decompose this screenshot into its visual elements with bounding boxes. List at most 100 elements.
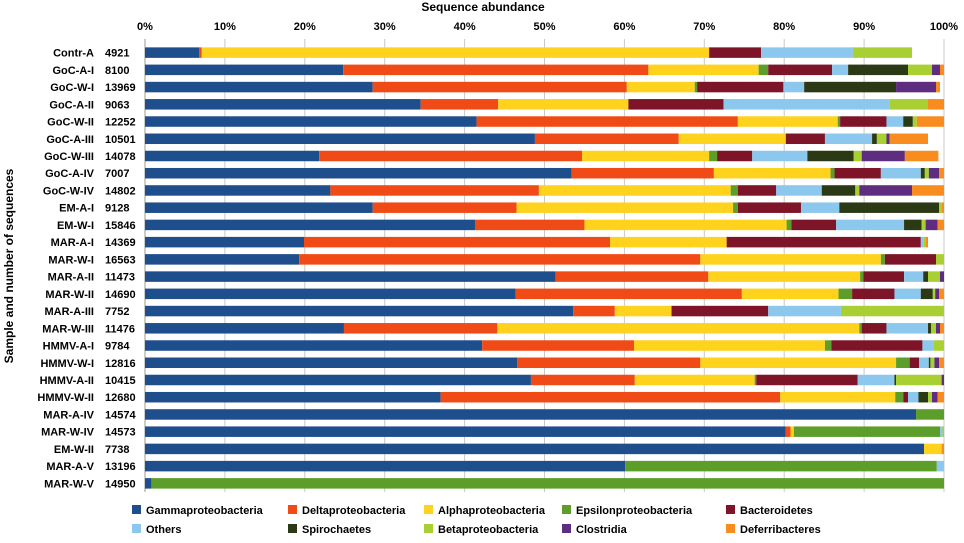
bar-segment: [928, 271, 941, 282]
bar-segment: [936, 460, 944, 472]
bar-segment: [886, 133, 890, 145]
bar-segment: [941, 443, 944, 455]
bar-segment: [530, 374, 635, 386]
bar-segment: [939, 357, 944, 369]
bar-segment: [824, 340, 832, 351]
bar-segment: [872, 133, 877, 145]
bar-segment: [853, 150, 862, 162]
bar-segment: [145, 64, 344, 76]
bar-segment: [861, 323, 887, 334]
bar-segment: [145, 460, 626, 472]
bar-segment: [737, 185, 777, 196]
bar-segment: [304, 236, 611, 248]
bar-segment: [930, 357, 935, 369]
legend-label: Spirochaetes: [302, 524, 371, 536]
bar-segment: [709, 150, 718, 162]
legend-label: Gammaproteobacteria: [146, 505, 264, 517]
category-label: GoC-W-III: [44, 151, 94, 163]
bar-segment: [145, 288, 516, 300]
bar-segment: [932, 64, 941, 76]
bar-segment: [936, 81, 941, 93]
x-tick-label: 70%: [693, 21, 715, 33]
sequence-count-label: 14950: [105, 478, 136, 490]
bar-segment: [928, 167, 940, 179]
bar-segment: [839, 202, 940, 213]
legend-swatch: [288, 524, 297, 533]
sequence-count-label: 8100: [105, 65, 129, 77]
legend-swatch: [726, 524, 735, 533]
bar-segment: [145, 47, 200, 58]
bar-segment: [700, 254, 881, 265]
bar-segment: [836, 219, 905, 231]
legend-label: Epsilonproteobacteria: [576, 505, 693, 517]
bar-segment: [497, 323, 860, 334]
category-label: HMMV-A-II: [40, 375, 94, 387]
x-tick-label: 80%: [773, 21, 795, 33]
category-label: HMMV-W-II: [37, 392, 94, 404]
category-label: MAR-A-V: [46, 461, 94, 473]
bar-segment: [800, 202, 840, 213]
x-tick-label: 50%: [533, 21, 555, 33]
bar-segment: [625, 460, 937, 472]
bar-segment: [939, 167, 944, 179]
bar-segment: [941, 202, 944, 213]
legend-swatch: [132, 505, 141, 514]
bar-segment: [920, 236, 924, 248]
bar-segment: [555, 271, 709, 282]
bar-segment: [476, 116, 738, 127]
bar-segment: [145, 133, 535, 145]
bar-segment: [610, 236, 727, 248]
bar-segment: [896, 357, 910, 369]
bar-segment: [299, 254, 701, 265]
bar-segment: [939, 288, 944, 300]
bar-segment: [876, 133, 887, 145]
category-label: GoC-A-I: [52, 65, 94, 77]
bar-segment: [848, 64, 909, 76]
bar-segment: [916, 409, 944, 420]
y-axis-label: Sample and number of sequences: [2, 168, 16, 363]
bar-segment: [928, 391, 933, 403]
bar-segment: [880, 167, 921, 179]
category-label: GoC-A-III: [46, 134, 94, 146]
bar-segment: [516, 202, 734, 213]
legend-label: Deferribacteres: [740, 524, 821, 536]
bar-segment: [145, 426, 786, 437]
legend-item: Betaproteobacteria: [424, 524, 539, 536]
bar-segment: [201, 47, 710, 58]
bar-segment: [584, 219, 787, 231]
bar-segment: [634, 374, 755, 386]
sequence-count-label: 14690: [105, 289, 136, 301]
sequence-count-label: 14573: [105, 427, 136, 439]
sequence-count-label: 14078: [105, 151, 136, 163]
category-label: MAR-A-IV: [43, 409, 94, 421]
bar-segment: [884, 254, 937, 265]
bar-segment: [896, 374, 942, 386]
bar-segment: [538, 185, 731, 196]
bar-segment: [824, 133, 873, 145]
legend-swatch: [132, 524, 141, 533]
bar-segment: [920, 167, 925, 179]
category-label: HMMV-A-I: [43, 341, 94, 353]
category-label: MAR-W-IV: [41, 427, 95, 439]
sequence-count-label: 14369: [105, 237, 136, 249]
bar-segment: [151, 478, 945, 489]
legend-label: Bacteroidetes: [740, 505, 813, 517]
bar-segment: [922, 340, 934, 351]
sequence-count-label: 13196: [105, 461, 136, 473]
legend-item: Alphaproteobacteria: [424, 505, 546, 517]
bar-segment: [573, 305, 615, 317]
bar-segment: [780, 391, 896, 403]
bar-segment: [886, 116, 904, 127]
bar-segment: [940, 64, 944, 76]
bar-segment: [860, 271, 864, 282]
bar-segment: [896, 81, 937, 93]
legend-item: Others: [132, 524, 181, 536]
bar-segment: [912, 185, 944, 196]
bar-segment: [758, 64, 769, 76]
bar-segment: [834, 167, 881, 179]
bar-segment: [752, 150, 808, 162]
bar-segment: [937, 219, 944, 231]
legend-item: Deferribacteres: [726, 524, 821, 536]
bar-segment: [932, 288, 936, 300]
bar-segment: [145, 202, 373, 213]
